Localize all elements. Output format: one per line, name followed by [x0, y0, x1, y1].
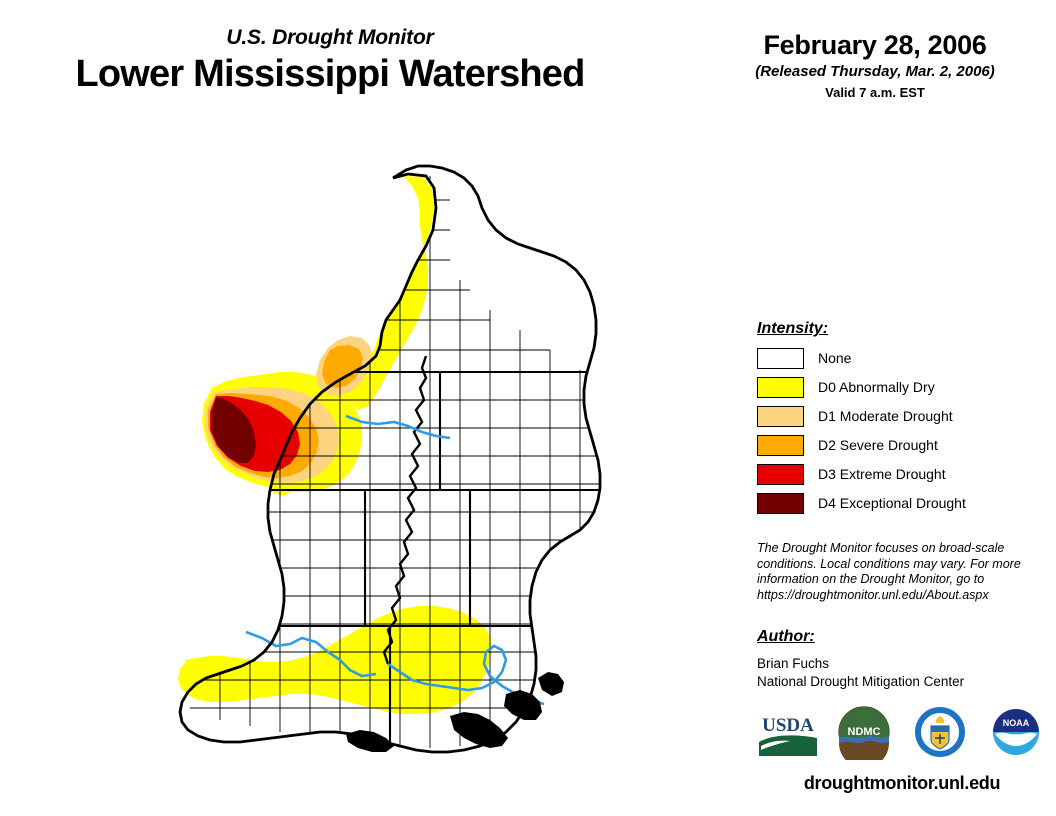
map-date: February 28, 2006 [763, 30, 987, 60]
legend-swatch-d2 [757, 434, 804, 456]
gulf-coast-detail [346, 672, 564, 752]
agency-logo-row: USDA NDMC NOAA [757, 703, 1047, 761]
drought-area-d2-missouri [322, 345, 363, 388]
legend-label-d2: D2 Severe Drought [818, 437, 938, 453]
header-title-block: U.S. Drought Monitor Lower Mississippi W… [0, 26, 660, 96]
legend-swatch-d1 [757, 405, 804, 427]
legend-label-d4: D4 Exceptional Drought [818, 495, 966, 511]
drought-area-d0-south-louisiana [180, 606, 492, 714]
legend-item-d3: D3 Extreme Drought [757, 463, 1047, 485]
legend-swatch-none [757, 347, 804, 369]
disclaimer-text: The Drought Monitor focuses on broad-sca… [757, 541, 1021, 602]
legend-item-d2: D2 Severe Drought [757, 434, 1047, 456]
legend-heading: Intensity: [757, 320, 829, 337]
svg-text:NDMC: NDMC [848, 726, 881, 738]
usda-logo: USDA [757, 704, 819, 760]
author-name: Brian Fuchs [757, 656, 830, 671]
lower-mississippi-watershed-drought-map [150, 160, 730, 780]
legend-swatch-d3 [757, 463, 804, 485]
arkansas-river [345, 414, 451, 440]
legend-item-d4: D4 Exceptional Drought [757, 492, 1047, 514]
legend-label-d1: D1 Moderate Drought [818, 408, 953, 424]
mississippi-river-channel [382, 355, 428, 665]
legend-swatch-d0 [757, 376, 804, 398]
legend-swatch-d4 [757, 492, 804, 514]
map-valid-time: Valid 7 a.m. EST [825, 85, 925, 100]
lower-mississippi-river [387, 644, 545, 706]
legend-item-d0: D0 Abnormally Dry [757, 376, 1047, 398]
legend-label-d3: D3 Extreme Drought [818, 466, 946, 482]
legend: Intensity: None D0 Abnormally Dry D1 Mod… [757, 320, 1047, 521]
map-release-date: (Released Thursday, Mar. 2, 2006) [755, 63, 995, 80]
noaa-logo: NOAA [985, 704, 1047, 760]
svg-text:USDA: USDA [762, 715, 814, 736]
program-title: U.S. Drought Monitor [226, 26, 434, 49]
author-organization: National Drought Mitigation Center [757, 674, 965, 689]
page-title: Lower Mississippi Watershed [75, 53, 585, 95]
legend-label-d0: D0 Abnormally Dry [818, 379, 935, 395]
legend-item-none: None [757, 347, 1047, 369]
legend-label-none: None [818, 350, 852, 366]
svg-text:NOAA: NOAA [1003, 718, 1030, 728]
usdc-seal-logo [909, 704, 971, 760]
header-date-block: February 28, 2006 (Released Thursday, Ma… [700, 30, 1050, 101]
author-block: Author: Brian Fuchs National Drought Mit… [757, 628, 1047, 691]
author-heading: Author: [757, 628, 815, 645]
legend-item-d1: D1 Moderate Drought [757, 405, 1047, 427]
footer-url[interactable]: droughtmonitor.unl.edu [803, 773, 1001, 793]
ndmc-logo: NDMC [833, 704, 895, 760]
drought-area-d4-northwest [211, 398, 256, 463]
